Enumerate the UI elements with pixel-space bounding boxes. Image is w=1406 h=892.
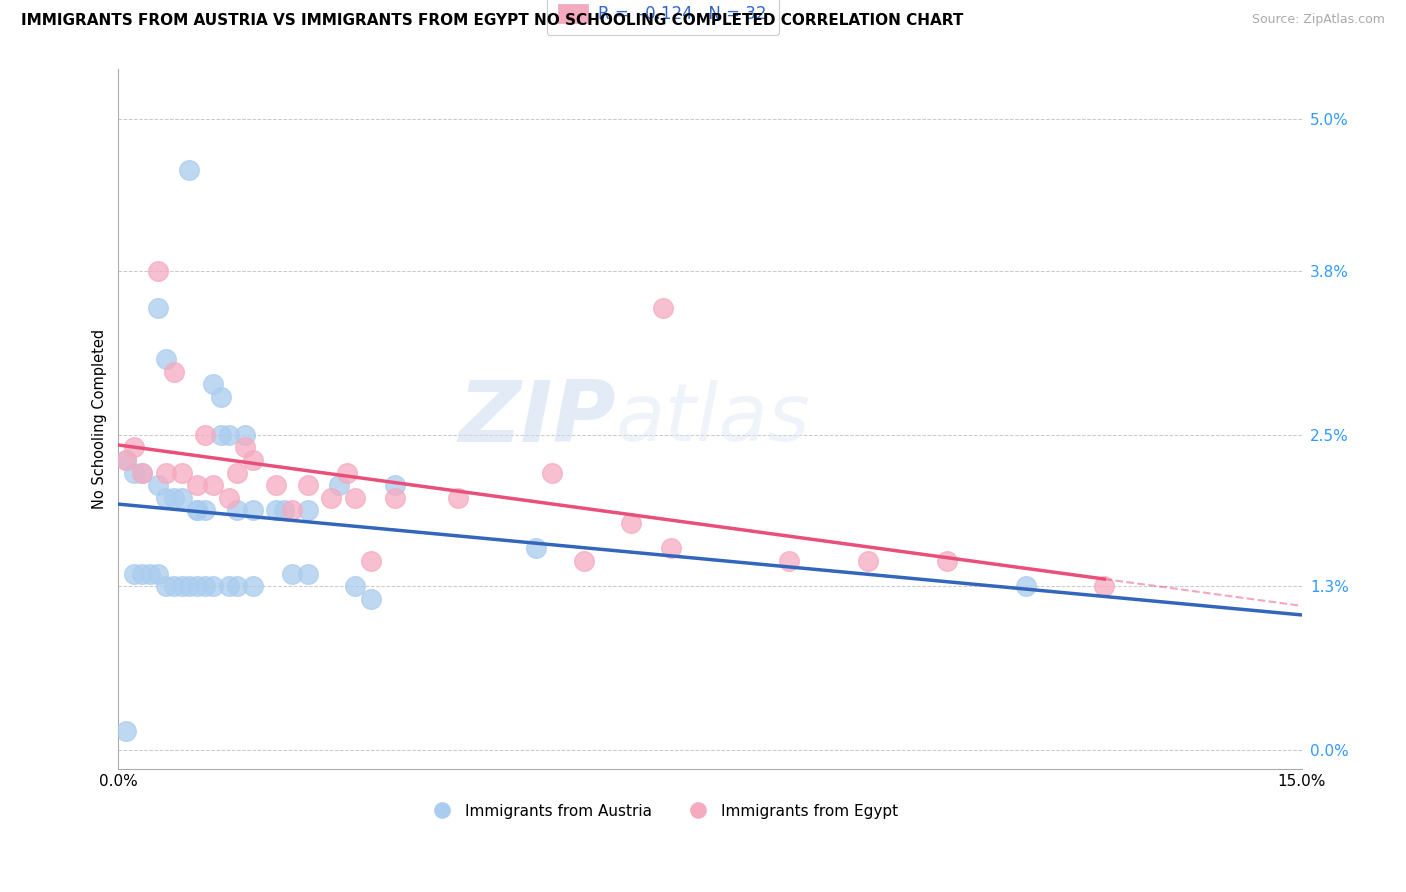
Legend: Immigrants from Austria, Immigrants from Egypt: Immigrants from Austria, Immigrants from… bbox=[420, 797, 904, 825]
Point bbox=[146, 478, 169, 492]
Point bbox=[297, 503, 319, 517]
Point bbox=[360, 554, 382, 568]
Point bbox=[163, 365, 186, 379]
Point bbox=[360, 591, 382, 606]
Point bbox=[225, 503, 247, 517]
Y-axis label: No Schooling Completed: No Schooling Completed bbox=[93, 329, 107, 509]
Point bbox=[131, 466, 153, 480]
Point bbox=[122, 566, 145, 581]
Point bbox=[146, 301, 169, 316]
Point bbox=[115, 724, 138, 739]
Point bbox=[384, 491, 406, 505]
Point bbox=[281, 566, 304, 581]
Point bbox=[131, 466, 153, 480]
Point bbox=[242, 453, 264, 467]
Text: Source: ZipAtlas.com: Source: ZipAtlas.com bbox=[1251, 13, 1385, 27]
Point bbox=[344, 579, 367, 593]
Point bbox=[297, 566, 319, 581]
Point bbox=[170, 579, 193, 593]
Point bbox=[186, 503, 208, 517]
Point bbox=[321, 491, 343, 505]
Point bbox=[1094, 579, 1116, 593]
Point bbox=[242, 503, 264, 517]
Point bbox=[202, 377, 225, 392]
Point bbox=[155, 491, 177, 505]
Point bbox=[163, 491, 186, 505]
Point bbox=[115, 453, 138, 467]
Point bbox=[935, 554, 957, 568]
Point bbox=[209, 390, 232, 404]
Point bbox=[194, 427, 217, 442]
Point bbox=[778, 554, 800, 568]
Point bbox=[526, 541, 548, 556]
Point bbox=[620, 516, 643, 530]
Point bbox=[155, 466, 177, 480]
Point bbox=[179, 579, 201, 593]
Point bbox=[186, 478, 208, 492]
Point bbox=[225, 466, 247, 480]
Point bbox=[186, 579, 208, 593]
Point bbox=[131, 566, 153, 581]
Text: IMMIGRANTS FROM AUSTRIA VS IMMIGRANTS FROM EGYPT NO SCHOOLING COMPLETED CORRELAT: IMMIGRANTS FROM AUSTRIA VS IMMIGRANTS FR… bbox=[21, 13, 963, 29]
Point bbox=[186, 503, 208, 517]
Point bbox=[225, 579, 247, 593]
Point bbox=[572, 554, 595, 568]
Point bbox=[155, 351, 177, 366]
Point bbox=[163, 579, 186, 593]
Point bbox=[115, 453, 138, 467]
Point bbox=[233, 440, 256, 454]
Point bbox=[209, 427, 232, 442]
Point bbox=[170, 491, 193, 505]
Point bbox=[146, 566, 169, 581]
Point bbox=[218, 427, 240, 442]
Point bbox=[218, 579, 240, 593]
Point bbox=[194, 503, 217, 517]
Point bbox=[139, 566, 162, 581]
Point bbox=[179, 162, 201, 177]
Point bbox=[218, 491, 240, 505]
Point bbox=[651, 301, 673, 316]
Point bbox=[446, 491, 468, 505]
Point bbox=[297, 478, 319, 492]
Point bbox=[384, 478, 406, 492]
Point bbox=[328, 478, 350, 492]
Point bbox=[281, 503, 304, 517]
Point bbox=[336, 466, 359, 480]
Point bbox=[155, 579, 177, 593]
Point bbox=[273, 503, 295, 517]
Point bbox=[242, 579, 264, 593]
Point bbox=[122, 440, 145, 454]
Point bbox=[146, 263, 169, 277]
Point bbox=[541, 466, 564, 480]
Text: ZIP: ZIP bbox=[458, 377, 616, 460]
Point bbox=[344, 491, 367, 505]
Point bbox=[122, 466, 145, 480]
Point bbox=[264, 478, 287, 492]
Point bbox=[194, 579, 217, 593]
Point bbox=[856, 554, 879, 568]
Point bbox=[264, 503, 287, 517]
Point bbox=[1014, 579, 1036, 593]
Point bbox=[202, 478, 225, 492]
Point bbox=[233, 427, 256, 442]
Point bbox=[659, 541, 682, 556]
Point bbox=[202, 579, 225, 593]
Text: atlas: atlas bbox=[616, 380, 810, 458]
Point bbox=[170, 466, 193, 480]
